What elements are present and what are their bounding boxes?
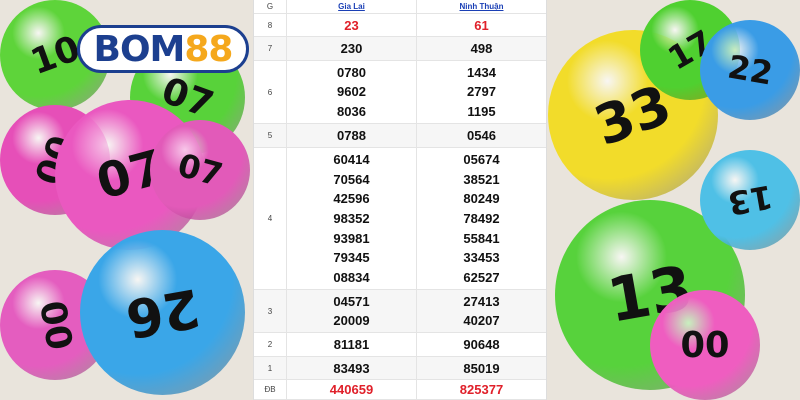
prize-label: 2 [254,333,287,356]
ball-number: 22 [724,47,776,93]
result-number: 98352 [333,210,370,226]
result-cell-ninh-thuan: 498 [417,37,546,60]
result-cell-ninh-thuan: 61 [417,14,546,36]
result-number: 70564 [333,171,370,187]
prize-label: 6 [254,61,287,123]
result-cell-gia-lai: 83493 [287,357,417,379]
result-cell-ninh-thuan: 1434 2797 1195 [417,61,546,123]
result-number: 61 [474,17,489,33]
ball-number: 00 [30,297,80,353]
result-cell-ninh-thuan: 27413 40207 [417,290,546,332]
result-number: 9602 [337,84,366,100]
result-cell-gia-lai: 23 [287,14,417,36]
result-number: 85019 [463,360,500,376]
result-number: 90648 [463,337,500,352]
table-row: 4 60414 70564 42596 98352 93981 79345 08834 0567… [254,148,546,290]
table-row: 6 0780 9602 8036 1434 2797 1195 [254,61,546,124]
ball-number: 00 [680,324,730,366]
result-number: 0780 [337,65,366,81]
province-link-ninh-thuan[interactable]: Ninh Thuận [459,2,504,11]
result-number: 05674 [463,152,500,168]
result-number: 62527 [463,269,500,285]
result-number: 80249 [463,191,500,207]
table-header: G Gia Lai Ninh Thuận [254,0,546,14]
table-row: 5 0788 0546 [254,124,546,148]
result-number: 33453 [463,250,500,266]
ball-number: 07 [173,145,227,195]
result-cell-ninh-thuan: 05674 38521 80249 78492 55841 33453 62527 [417,148,546,289]
result-number: 81181 [333,337,370,352]
result-number: 78492 [463,210,500,226]
result-cell-ninh-thuan: 90648 [417,333,546,356]
result-number: 27413 [463,294,500,309]
table-row: 8 23 61 [254,14,546,37]
result-number: 498 [470,41,493,56]
ball-number: 13 [724,177,776,223]
result-cell-gia-lai: 0788 [287,124,417,147]
result-number: 08834 [333,269,370,285]
result-number: 60414 [333,152,370,168]
lottery-ball: 26 [80,230,245,395]
lottery-ball: 22 [700,20,800,120]
lottery-ball: 07 [150,120,250,220]
result-number: 230 [340,41,363,56]
result-cell-gia-lai: 60414 70564 42596 98352 93981 79345 08834 [287,148,417,289]
province-link-gia-lai[interactable]: Gia Lai [287,0,417,13]
table-row: ĐB 440659 825377 [254,380,546,400]
ball-number: 10 [24,27,86,83]
table-row: 2 81181 90648 [254,333,546,357]
bom88-logo: BOM 88 [77,25,249,73]
prize-label: 7 [254,37,287,60]
prize-label: 3 [254,290,287,332]
result-number: 83493 [333,360,370,376]
result-cell-gia-lai: 230 [287,37,417,60]
result-number: 1195 [467,103,496,119]
table-row: 3 04571 20009 27413 40207 [254,290,546,333]
result-number: 0546 [467,128,496,143]
result-number: 20009 [333,313,370,328]
result-number: 8036 [337,103,366,119]
result-number: 93981 [333,230,370,246]
result-number: 42596 [333,191,370,207]
result-cell-ninh-thuan: 825377 [417,380,546,399]
result-number: 55841 [463,230,500,246]
result-cell-ninh-thuan: 85019 [417,357,546,379]
result-number: 38521 [463,171,500,187]
result-cell-gia-lai: 0780 9602 8036 [287,61,417,123]
prize-header: G [254,0,287,13]
prize-label: 1 [254,357,287,379]
result-number: 23 [344,17,359,33]
result-cell-gia-lai: 440659 [287,380,417,399]
result-cell-gia-lai: 04571 20009 [287,290,417,332]
result-number: 0788 [337,128,366,143]
lottery-ball: 13 [700,150,800,250]
prize-label: 5 [254,124,287,147]
prize-label: ĐB [254,380,287,399]
result-cell-ninh-thuan: 0546 [417,124,546,147]
result-number: 825377 [459,382,504,397]
lottery-results-table: G Gia Lai Ninh Thuận 8 23 61 7 230 498 6 0780 96… [253,0,547,400]
result-cell-gia-lai: 81181 [287,333,417,356]
table-row: 7 230 498 [254,37,546,61]
result-number: 2797 [467,84,496,100]
result-number: 1434 [467,65,496,81]
prize-label: 4 [254,148,287,289]
result-number: 40207 [463,313,500,328]
result-number: 79345 [333,250,370,266]
table-row: 1 83493 85019 [254,357,546,380]
result-number: 04571 [333,294,370,309]
lottery-ball: 00 [650,290,760,400]
prize-label: 8 [254,14,287,36]
ball-number: 26 [121,276,204,349]
result-number: 440659 [329,382,374,397]
